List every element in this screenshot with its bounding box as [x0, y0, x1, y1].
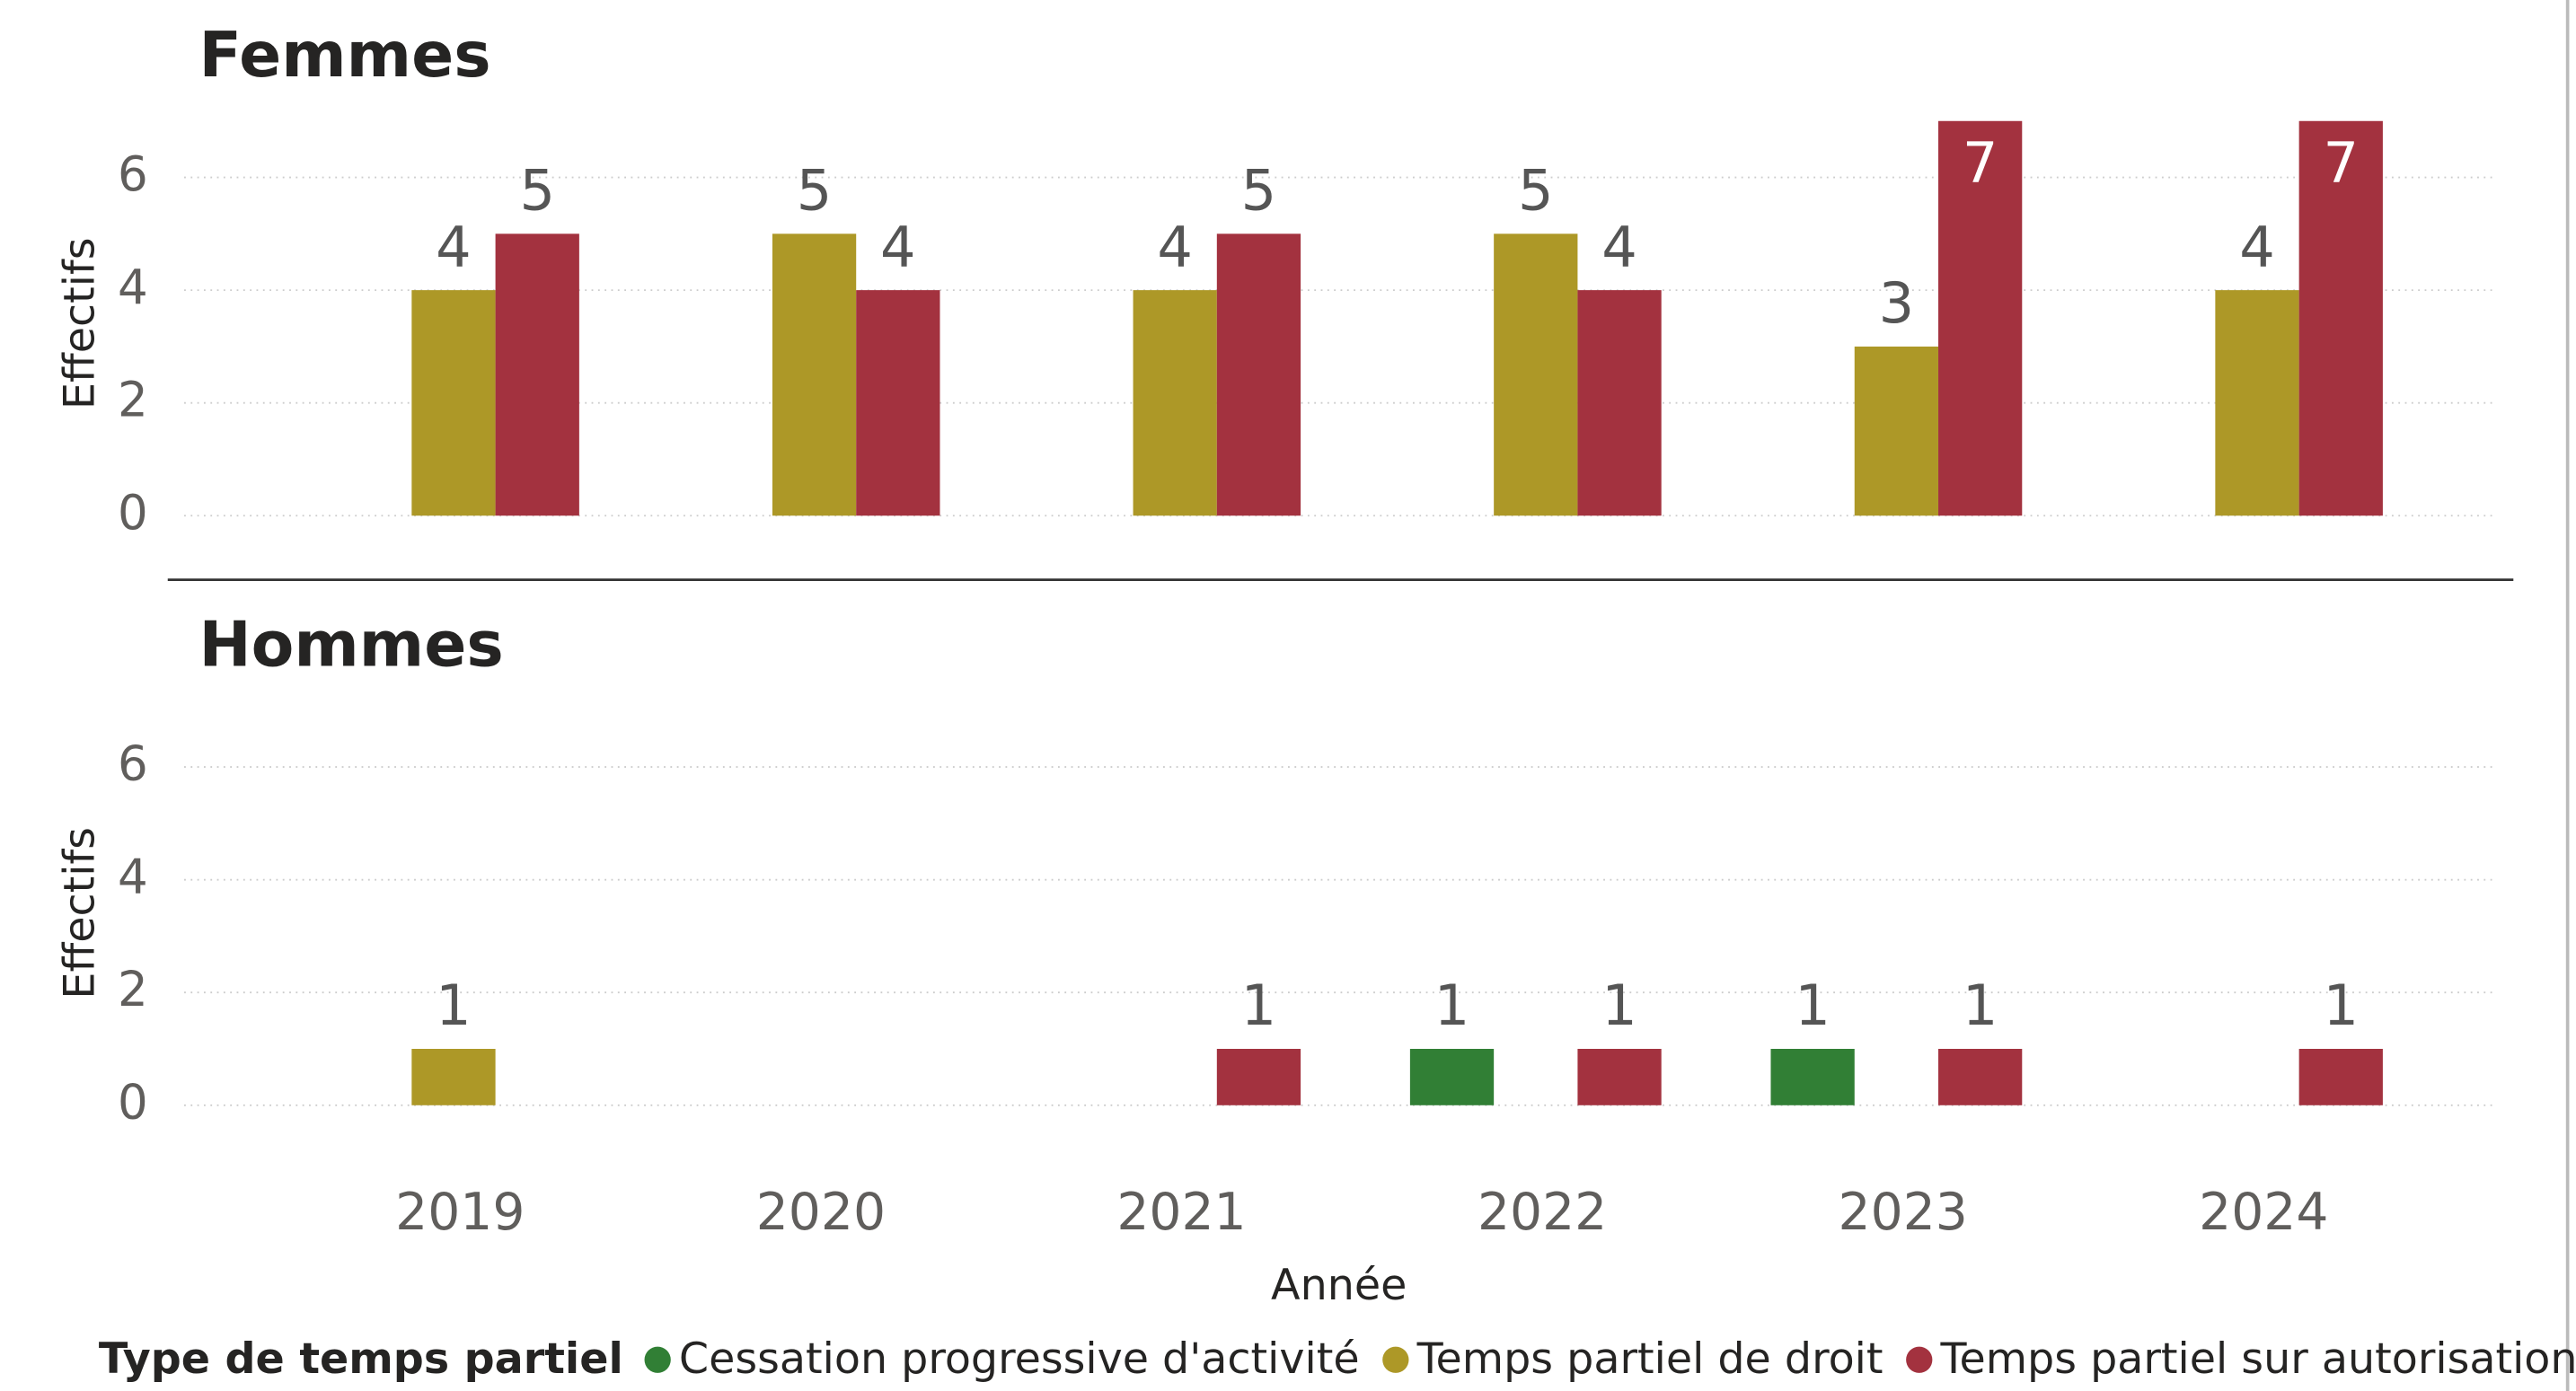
- data-label: 4: [2239, 214, 2275, 279]
- bar: [1938, 1049, 2023, 1105]
- data-label: 1: [1434, 973, 1470, 1038]
- legend-marker: [1382, 1346, 1409, 1373]
- x-tick-label: 2021: [1116, 1183, 1246, 1242]
- bar: [2215, 290, 2299, 516]
- bar: [1133, 290, 1217, 516]
- data-label: 1: [2323, 973, 2359, 1038]
- x-axis-label: Année: [1271, 1261, 1407, 1310]
- y-tick-label: 6: [118, 146, 148, 202]
- data-label: 7: [1963, 130, 1998, 196]
- x-tick-label: 2022: [1478, 1183, 1607, 1242]
- y-tick-label: 0: [118, 485, 148, 541]
- data-label: 1: [1601, 973, 1637, 1038]
- legend-label: Temps partiel de droit: [1416, 1334, 1883, 1384]
- bar: [2298, 120, 2383, 516]
- bar: [856, 290, 940, 516]
- x-tick-label: 2023: [1839, 1183, 1968, 1242]
- bar: [1938, 120, 2023, 516]
- bar: [1216, 1049, 1301, 1105]
- data-label: 1: [1241, 973, 1277, 1038]
- x-tick-label: 2019: [395, 1183, 525, 1242]
- chart-title: Femmes: [199, 19, 491, 92]
- y-tick-label: 2: [118, 372, 148, 427]
- data-label: 5: [797, 158, 833, 224]
- y-axis-label: Effectifs: [56, 238, 105, 410]
- data-label: 5: [1518, 158, 1554, 224]
- bar: [1577, 290, 1662, 516]
- data-label: 5: [519, 158, 555, 224]
- data-label: 3: [1879, 270, 1915, 336]
- data-label: 1: [1963, 973, 1998, 1038]
- bar: [1577, 1049, 1662, 1105]
- y-axis-label: Effectifs: [56, 827, 105, 999]
- data-label: 1: [436, 973, 472, 1038]
- y-tick-label: 4: [118, 849, 148, 904]
- data-label: 4: [1157, 214, 1193, 279]
- legend-label: Cessation progressive d'activité: [679, 1334, 1360, 1384]
- y-tick-label: 2: [118, 962, 148, 1017]
- y-tick-label: 4: [118, 260, 148, 315]
- y-tick-label: 0: [118, 1074, 148, 1130]
- legend-label: Temps partiel sur autorisation: [1940, 1334, 2576, 1384]
- legend-marker: [644, 1346, 671, 1373]
- bar: [1770, 1049, 1855, 1105]
- bar: [411, 290, 496, 516]
- bar: [1494, 233, 1578, 516]
- bar: [1854, 346, 1939, 516]
- data-label: 4: [1601, 214, 1637, 279]
- bar: [495, 233, 579, 516]
- bar: [772, 233, 857, 516]
- x-tick-label: 2020: [756, 1183, 886, 1242]
- data-label: 1: [1795, 973, 1831, 1038]
- bar: [1409, 1049, 1495, 1105]
- data-label: 4: [436, 214, 472, 279]
- legend-title: Type de temps partiel: [99, 1334, 623, 1384]
- chart-title: Hommes: [199, 608, 504, 681]
- bar: [411, 1049, 496, 1105]
- data-label: 5: [1241, 158, 1277, 224]
- bar: [2298, 1049, 2383, 1105]
- data-label: 4: [880, 214, 916, 279]
- y-tick-label: 6: [118, 736, 148, 792]
- bar: [1216, 233, 1301, 516]
- legend-marker: [1906, 1346, 1933, 1373]
- x-tick-label: 2024: [2199, 1183, 2328, 1242]
- data-label: 7: [2323, 130, 2359, 196]
